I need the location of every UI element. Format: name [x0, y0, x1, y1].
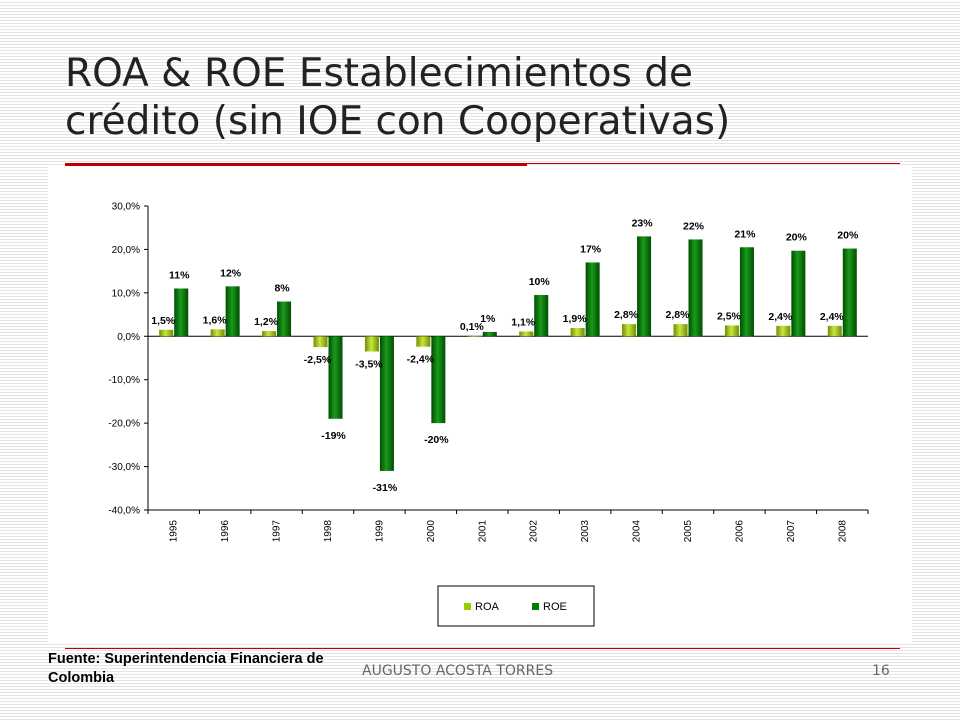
roa-data-label: -2,4% — [407, 354, 435, 366]
legend-roe-label: ROE — [543, 601, 567, 613]
roe-data-label: 23% — [632, 217, 654, 229]
y-tick-label: -20,0% — [108, 419, 140, 430]
roe-data-label: 12% — [220, 267, 242, 279]
roa-data-label: 0,1% — [460, 321, 485, 333]
x-tick-label: 2004 — [632, 520, 643, 543]
x-tick-label: 2008 — [837, 520, 848, 543]
y-tick-label: -40,0% — [108, 506, 140, 517]
roa-roe-bar-chart: 30,0% 20,0% 10,0% 0,0% -10,0% -20,0% -30,0% -40… — [108, 202, 869, 627]
roa-bar — [364, 336, 379, 352]
roa-bar — [570, 328, 585, 337]
roa-bar — [313, 336, 328, 348]
page-number: 16 — [872, 663, 890, 679]
roe-data-label: 8% — [274, 283, 290, 295]
roe-bar — [585, 262, 600, 337]
roa-data-label: 1,6% — [203, 314, 228, 326]
y-tick-label: 10,0% — [112, 288, 140, 299]
roe-data-label: 22% — [683, 220, 705, 232]
roa-bar — [622, 324, 637, 337]
y-tick-label: 30,0% — [112, 202, 140, 213]
source-line-2: Colombia — [48, 670, 115, 686]
roa-bar — [467, 335, 482, 337]
roa-data-label: 2,8% — [666, 309, 691, 321]
x-tick-label: 2006 — [734, 520, 745, 543]
x-tick-label: 1997 — [272, 520, 283, 543]
roa-data-label: -3,5% — [355, 358, 383, 370]
x-tick-label: 2000 — [426, 520, 437, 543]
chart-area: 30,0% 20,0% 10,0% 0,0% -10,0% -20,0% -30,0% -40… — [48, 166, 912, 642]
roe-bar — [739, 247, 754, 337]
roe-data-label: 17% — [580, 243, 602, 255]
roe-data-label: -20% — [424, 434, 449, 446]
roa-data-label: 1,5% — [151, 315, 176, 327]
legend-box — [437, 585, 595, 627]
roe-bar — [174, 288, 189, 337]
roa-bar — [210, 329, 225, 337]
roe-data-label: 10% — [529, 276, 551, 288]
y-tick-label: 0,0% — [117, 332, 140, 343]
roe-data-label: 21% — [734, 228, 756, 240]
source-line-1: Fuente: Superintendencia Financiera de — [48, 651, 324, 667]
x-tick-label: 2002 — [529, 520, 540, 543]
roe-data-label: -19% — [321, 430, 346, 442]
y-tick-label: -30,0% — [108, 462, 140, 473]
title-underline — [65, 163, 527, 166]
roe-data-label: 1% — [480, 313, 496, 325]
slide-title: ROA & ROE Establecimientos de crédito (si… — [65, 50, 925, 146]
roe-bar — [277, 301, 292, 337]
title-underline-thin — [65, 163, 900, 164]
x-tick-label: 1995 — [169, 520, 180, 543]
source-note: Fuente: Superintendencia Financiera de Co… — [48, 650, 324, 688]
roe-data-label: 11% — [169, 270, 190, 282]
title-line-2: crédito (sin IOE con Cooperativas) — [65, 99, 731, 144]
roe-bar — [328, 336, 343, 419]
roa-data-label: 2,4% — [820, 311, 845, 323]
roa-bar — [519, 331, 534, 337]
roa-data-label: -2,5% — [304, 354, 332, 366]
roe-data-label: 20% — [837, 230, 859, 242]
x-tick-label: 2003 — [580, 520, 591, 543]
roa-bar — [827, 325, 842, 337]
roa-data-label: 2,5% — [717, 310, 742, 322]
roe-bar — [225, 286, 240, 337]
roe-bar — [842, 248, 857, 337]
legend-roa-swatch — [464, 603, 471, 610]
roa-bar — [416, 336, 431, 347]
legend-roe-swatch — [532, 603, 539, 610]
x-tick-label: 2001 — [477, 520, 488, 543]
roa-data-label: 2,8% — [614, 309, 639, 321]
x-tick-label: 1996 — [220, 520, 231, 543]
roe-data-label: -31% — [373, 482, 398, 494]
y-tick-label: 20,0% — [112, 245, 140, 256]
y-tick-label: -10,0% — [108, 375, 140, 386]
x-tick-label: 1999 — [374, 520, 385, 543]
roa-data-label: 1,2% — [254, 316, 279, 328]
roa-bar — [673, 324, 688, 337]
roe-bar — [791, 250, 806, 337]
roe-bar — [534, 295, 549, 337]
footer-author: AUGUSTO ACOSTA TORRES — [362, 663, 554, 679]
roa-bar — [262, 331, 277, 337]
roe-bar — [637, 236, 652, 337]
roa-data-label: 1,9% — [563, 313, 588, 325]
x-tick-label: 1998 — [323, 520, 334, 543]
roe-bar — [431, 336, 446, 424]
roe-data-label: 20% — [786, 232, 808, 244]
roe-bar — [379, 336, 394, 471]
legend-roa-label: ROA — [475, 601, 500, 613]
roa-bar — [724, 325, 739, 337]
footer-divider — [65, 648, 900, 649]
roa-data-label: 2,4% — [768, 311, 793, 323]
roe-bar — [688, 239, 703, 337]
x-tick-label: 2007 — [786, 520, 797, 543]
title-line-1: ROA & ROE Establecimientos de — [65, 51, 693, 96]
roa-data-label: 1,1% — [511, 317, 536, 329]
roe-bar — [482, 331, 497, 337]
roa-bar — [159, 329, 174, 337]
roa-bar — [776, 325, 791, 337]
x-tick-label: 2005 — [683, 520, 694, 543]
